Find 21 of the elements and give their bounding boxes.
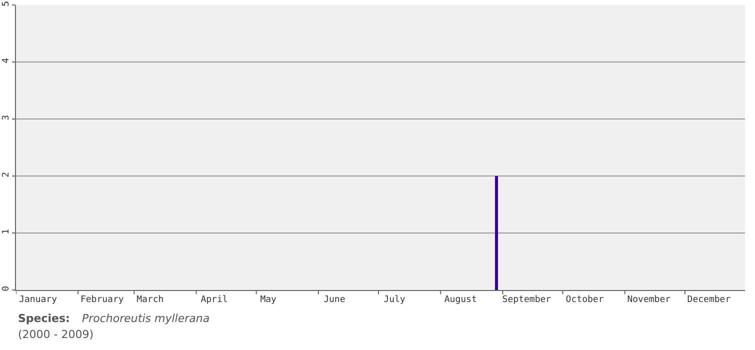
text: Prochoreutis myllerana: [82, 312, 210, 325]
x-tick-label: August: [444, 294, 477, 305]
x-tick-label: October: [566, 294, 604, 305]
y-tick-label: 4: [1, 58, 12, 64]
x-tick-label: April: [200, 294, 228, 305]
x-tick-label: January: [19, 294, 58, 305]
text: (2000 - 2009): [18, 328, 94, 341]
y-tick-label: 5: [1, 0, 12, 6]
x-tick-label: November: [627, 294, 672, 305]
x-tick-label: September: [502, 294, 552, 305]
x-tick-label: March: [136, 294, 164, 305]
y-tick-label: 0: [1, 286, 12, 292]
text: Species:: [18, 312, 70, 325]
y-tick-label: 1: [1, 228, 12, 234]
x-tick-label: June: [324, 294, 346, 305]
x-tick-label: December: [687, 294, 732, 305]
x-tick-label: February: [80, 294, 124, 305]
x-tick-label: May: [260, 294, 278, 305]
y-tick-label: 3: [1, 114, 12, 120]
y-tick-label: 2: [1, 172, 12, 178]
x-tick-label: July: [384, 294, 406, 305]
